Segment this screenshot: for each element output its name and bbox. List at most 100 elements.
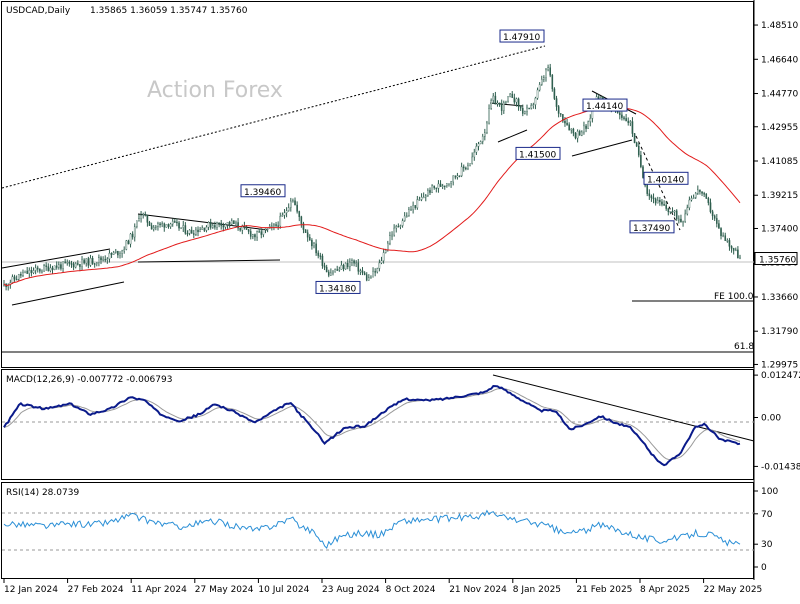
last-price-label: 1.35760 [759,256,796,266]
candle [517,97,520,111]
candle [456,172,459,180]
candle [486,120,488,135]
candle [349,258,351,272]
candle [526,104,528,116]
price-annotation-label: 1.44140 [586,102,623,112]
candle [484,128,486,141]
candle [275,221,277,228]
candle [102,256,104,262]
candle [298,210,301,222]
candle [315,239,317,256]
candle [20,271,22,279]
candle [161,221,163,228]
price-tick-label: 1.48510 [761,21,798,31]
price-axis: 1.48510 1.46640 1.44770 1.42955 1.41085 1.392… [754,21,798,370]
candle [55,261,58,270]
rsi-line [3,509,741,550]
price-annotation: 1.44140 [582,98,628,112]
candle [24,270,26,274]
candle [534,96,537,110]
candle [418,196,421,201]
price-annotation-label: 1.39460 [244,188,281,198]
candle [427,188,429,197]
candle [45,262,47,271]
candle [117,250,119,259]
candle [108,250,111,263]
candle [87,256,90,269]
candle [300,215,303,228]
candle [507,96,509,103]
candle [376,267,379,274]
candle [49,264,52,273]
candle [416,195,419,210]
candle [555,95,558,111]
candle [346,259,349,270]
candle [519,105,522,111]
candle [304,229,307,233]
candle [17,273,20,281]
candle [218,222,220,228]
candle [448,183,450,187]
candle [728,238,731,251]
time-axis-label: 11 Apr 2024 [131,585,187,595]
candle [51,265,54,274]
wedge-target-dotted [635,135,681,231]
candle [327,269,330,278]
candle [547,64,549,72]
candle [178,220,180,231]
candle [133,223,136,242]
candle [659,196,661,206]
candle [673,209,676,217]
candle [692,194,695,199]
candle [530,103,533,110]
candle [572,127,575,137]
candle [469,163,471,167]
candle [380,256,383,265]
candle [186,230,189,237]
price-tick-label: 1.33660 [761,293,798,303]
candle [125,239,128,251]
candle [488,104,490,125]
candle [136,220,138,229]
candle [370,275,372,279]
candle [494,91,497,105]
candle [81,256,83,271]
candle [538,82,541,92]
candle [648,189,651,200]
candle [446,183,448,188]
candle [308,234,311,241]
candle [64,258,66,264]
candle [47,263,50,272]
candle [98,254,100,267]
candle [100,255,102,265]
candle [511,91,514,98]
candle [285,207,288,218]
candle [716,214,718,228]
time-axis-label: 21 Feb 2025 [576,585,632,595]
candle [490,98,492,110]
candle [13,274,16,282]
candle [408,206,410,217]
candle [311,238,313,250]
candle [566,118,568,126]
candle [399,224,402,230]
price-annotation-label: 1.34180 [319,284,356,294]
candle [587,120,589,130]
candle [321,253,324,269]
candle [581,130,583,137]
candle [509,93,511,98]
fe-100-label: FE 100.0 [714,292,754,302]
candle [334,268,336,273]
candle [621,111,623,121]
candle [678,215,680,224]
candle [72,261,75,271]
candle [711,209,714,220]
candle [654,197,657,206]
candle [524,110,526,115]
candle [477,141,480,151]
candle [669,211,672,215]
candle [467,162,469,171]
candle [294,197,296,206]
